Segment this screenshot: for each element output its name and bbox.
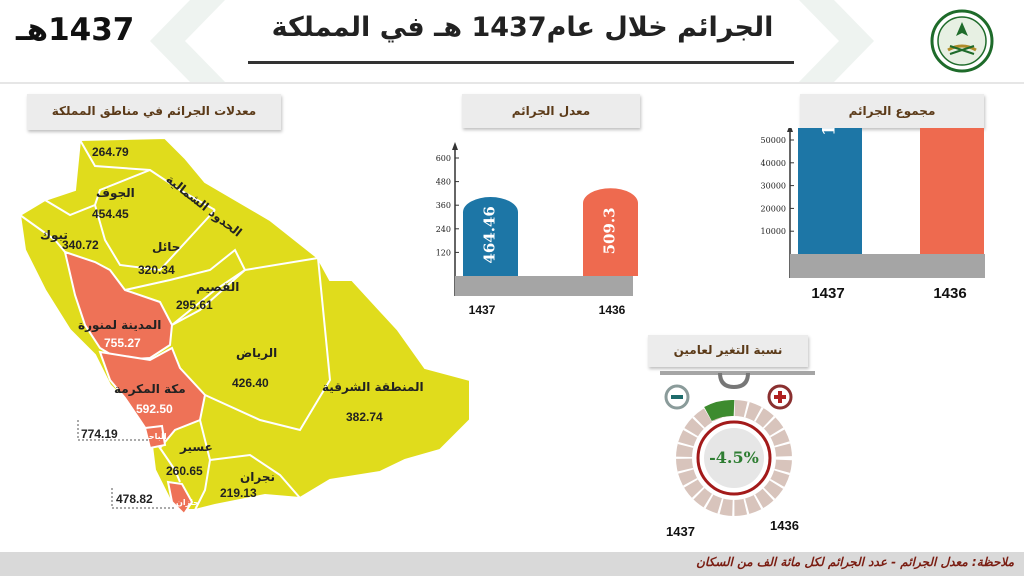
y-tick-label: 360: [436, 201, 451, 210]
left-chevron-shape: [150, 0, 225, 82]
regions-map: [18, 136, 471, 516]
region-name-label: عسير: [180, 440, 213, 454]
plus-icon: [767, 384, 793, 410]
header-chevrons: [150, 0, 874, 82]
bar-1437: [463, 197, 518, 276]
change-left-year: 1437: [666, 524, 695, 539]
footer-note: ملاحظة: معدل الجرائم - عدد الجرائم لكل م…: [696, 555, 1014, 569]
region-name-label: المنطقة الشرقية: [322, 380, 424, 394]
region-value-label: 340.72: [62, 238, 99, 252]
region-name-label: تبوك: [40, 228, 68, 242]
gauge-hook: [718, 372, 750, 390]
category-label: 1436: [599, 303, 626, 317]
y-tick-label: 120: [436, 248, 451, 257]
region-value-label: 426.40: [232, 376, 269, 390]
region-value-label: 260.65: [166, 464, 203, 478]
footer: ملاحظة: معدل الجرائم - عدد الجرائم لكل م…: [0, 552, 1024, 576]
region-value-label: 382.74: [346, 410, 383, 424]
y-axis-arrow: [452, 142, 458, 150]
region-value-label: 219.13: [220, 486, 257, 500]
ministry-emblem-icon: [930, 9, 994, 73]
gauge-change-arc: [704, 399, 735, 422]
region-value-label: 774.19: [81, 427, 118, 441]
page-title: الجرائم خلال عام1437 هـ في المملكة: [271, 12, 774, 43]
change-value: -4.5%: [709, 448, 759, 467]
change-gauge: [660, 371, 815, 516]
header-separator: [0, 82, 1024, 84]
header-year: 1437هـ: [16, 12, 135, 48]
total-chart: 10000 20000 30000 40000 50000 149781 156872 143…: [761, 128, 985, 302]
category-label: 1436: [933, 285, 966, 302]
region-value-label: 592.50: [136, 402, 173, 416]
region-value-label: 320.34: [138, 263, 175, 277]
region-value-label: 478.82: [116, 492, 153, 506]
bar-1437: [798, 128, 862, 254]
bar-value-label: 464.46: [481, 206, 499, 263]
region-name-label: نجران: [240, 470, 275, 484]
region-name-label: الجوف: [96, 186, 135, 200]
gauge-center: [704, 428, 764, 488]
bar-value-label: 149781: [820, 128, 840, 136]
region-name-label: الرياض: [236, 346, 278, 360]
bar-1436: [920, 128, 984, 254]
region-name-label: الباحة: [144, 432, 167, 441]
base-bar: [790, 254, 985, 278]
region-value-label: 454.45: [92, 207, 129, 221]
bar-1436: [583, 188, 638, 276]
leader-lines: [77, 420, 175, 509]
y-tick-label: 40000: [761, 159, 786, 168]
category-label: 1437: [811, 285, 844, 302]
y-tick-label: 600: [436, 154, 451, 163]
y-tick-label: 10000: [761, 227, 786, 236]
change-title: نسبة التغير لعامين: [648, 335, 808, 367]
y-tick-label: 20000: [761, 204, 786, 213]
rate-chart-title: معدل الجرائم: [462, 94, 640, 128]
region-name-label: حائل: [152, 240, 181, 254]
category-label: 1437: [469, 303, 496, 317]
y-tick-label: 240: [436, 225, 451, 234]
region-madinah-shape: [63, 250, 174, 362]
region-name-label: مكة المكرمة: [114, 382, 186, 396]
y-tick-label: 50000: [761, 136, 786, 145]
region-value-label: 264.79: [92, 145, 129, 159]
y-tick-label: 480: [436, 178, 451, 187]
y-tick-label: 30000: [761, 182, 786, 191]
region-jazan-shape: [166, 480, 194, 516]
title-underline: [248, 61, 794, 64]
header: الجرائم خلال عام1437 هـ في المملكة 1437ه…: [0, 0, 1024, 82]
region-name-label: جازان: [176, 498, 199, 507]
minus-icon: [664, 384, 690, 410]
bar-value-label: 156872: [942, 128, 962, 129]
region-value-label: 295.61: [176, 298, 213, 312]
region-name-label: المدينة لمنورة: [78, 318, 162, 332]
rate-chart: 120 240 360 480 600 464.46 509.3 1437 1436: [436, 142, 638, 317]
region-makkah-shape: [98, 346, 207, 450]
bar-value-label: 509.3: [601, 207, 619, 254]
right-chevron-shape: [799, 0, 874, 82]
base-bar: [455, 276, 633, 296]
region-borders: [19, 139, 332, 511]
change-right-year: 1436: [770, 518, 799, 533]
map-title: معدلات الجرائم في مناطق المملكة: [27, 94, 281, 130]
region-name-label: القصيم: [196, 280, 240, 294]
y-axis-arrow: [787, 128, 793, 132]
region-baha-shape: [143, 424, 167, 450]
map-outline: [18, 136, 471, 511]
region-value-label: 755.27: [104, 336, 141, 350]
total-chart-title: مجموع الجرائم: [800, 94, 984, 128]
